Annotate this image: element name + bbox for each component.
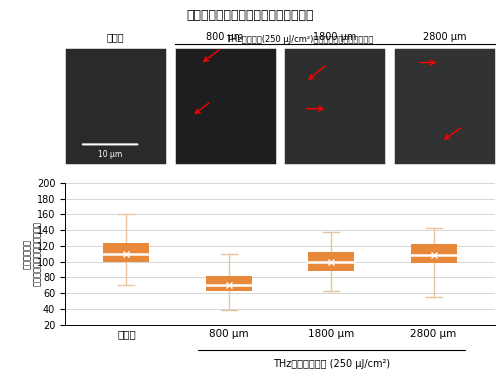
Bar — [394, 48, 495, 164]
Bar — [206, 276, 252, 291]
Bar — [410, 244, 457, 263]
Text: THzパルス光(250 μJ/cm²)照射面から細胞までの距離: THzパルス光(250 μJ/cm²)照射面から細胞までの距離 — [226, 35, 374, 44]
Text: 細胞内にあるアクチン繊維の顕微鏡像: 細胞内にあるアクチン繊維の顕微鏡像 — [186, 9, 314, 22]
Text: 2800 μm: 2800 μm — [422, 32, 466, 42]
Text: THzパルス光照射 (250 μJ/cm²): THzパルス光照射 (250 μJ/cm²) — [272, 358, 390, 369]
Text: 10 μm: 10 μm — [98, 150, 122, 159]
Y-axis label: 蛍光の明るさ
（細胞内のアクチン繊維量）: 蛍光の明るさ （細胞内のアクチン繊維量） — [23, 221, 42, 286]
Text: 800 μm: 800 μm — [206, 32, 244, 42]
Bar — [65, 48, 166, 164]
Text: 非照射: 非照射 — [107, 32, 124, 42]
Bar — [174, 48, 276, 164]
Bar — [284, 48, 386, 164]
Bar — [104, 244, 150, 261]
Text: 1800 μm: 1800 μm — [313, 32, 356, 42]
Bar — [308, 252, 354, 271]
